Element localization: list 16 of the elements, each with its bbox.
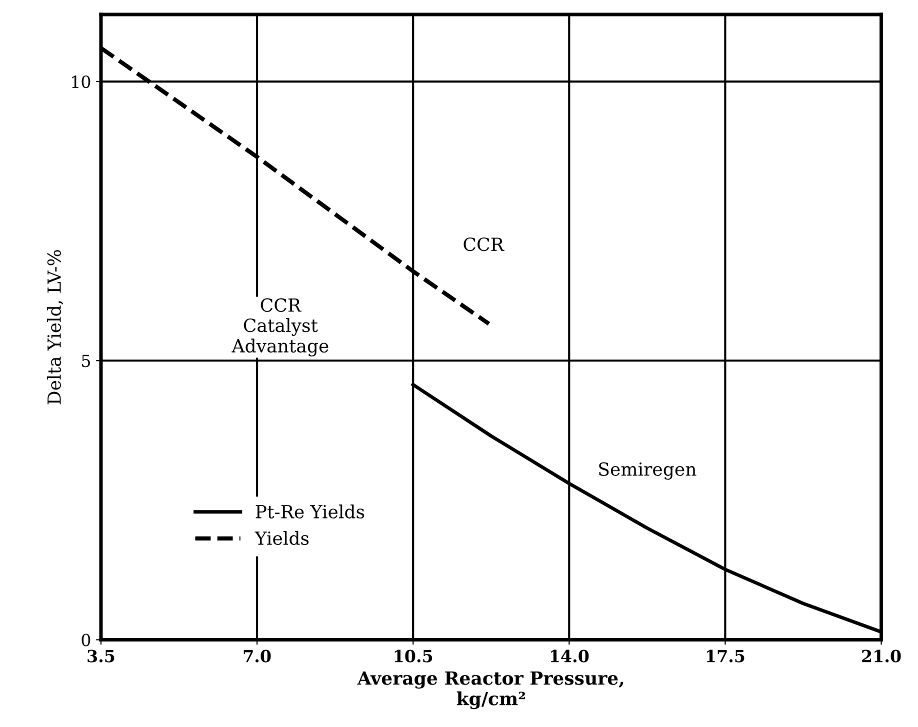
y-tick-label: 10 xyxy=(72,75,90,88)
x-tick-label: 14.0 xyxy=(550,650,589,662)
y-axis-title: Delta Yield, LV-% xyxy=(47,250,64,404)
x-tick-label: 17.5 xyxy=(706,650,744,662)
x-tick-label: 10.5 xyxy=(394,650,432,662)
x-tick-label: 3.5 xyxy=(88,650,114,662)
legend-label: Pt-Re Yields xyxy=(256,504,364,518)
x-tick-label: 21.0 xyxy=(862,650,901,662)
y-tick-label: 0 xyxy=(82,634,90,646)
x-tick-label: 7.0 xyxy=(244,650,271,662)
annotation: CCR Catalyst Advantage xyxy=(232,298,328,356)
legend-label: Yields xyxy=(254,531,309,545)
annotation: Semiregen xyxy=(599,462,696,480)
annotation: CCR xyxy=(464,237,504,252)
x-axis-title: Average Reactor Pressure, kg/cm² xyxy=(357,671,624,710)
y-tick-label: 5 xyxy=(82,354,90,368)
